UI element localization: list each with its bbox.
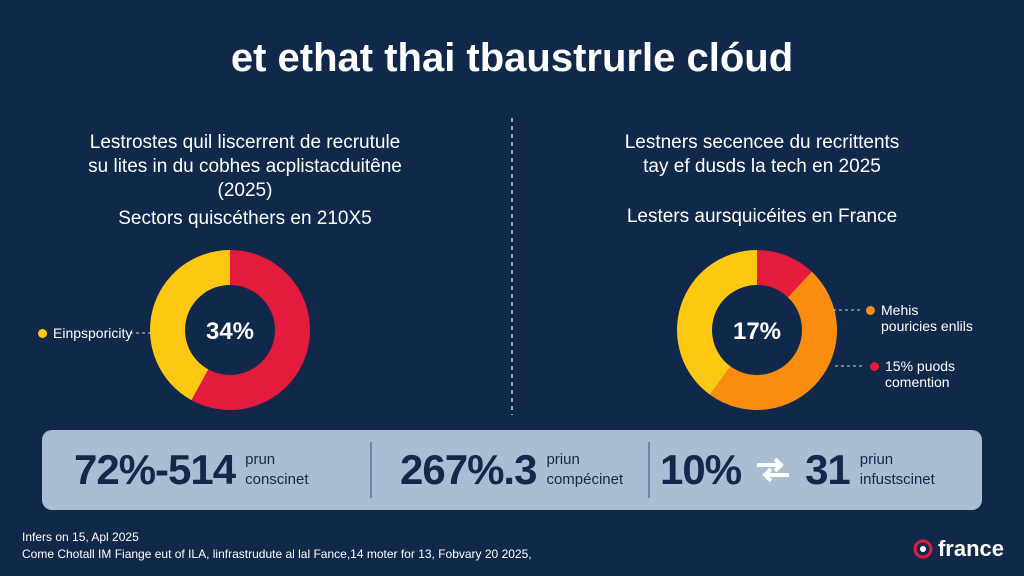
stat-text: prun conscinet [245, 450, 308, 490]
arrow [762, 467, 790, 483]
stat-text: priun infustscinet [860, 450, 935, 490]
donut-slice [191, 250, 311, 410]
stat-line: conscinet [245, 471, 309, 488]
legend-dot [38, 329, 47, 338]
arrow [757, 457, 784, 473]
separator [648, 442, 650, 498]
stat: 72%-514 prun conscinet [74, 430, 309, 510]
stat-value: 31 [805, 446, 851, 493]
stat-value: 72%-514 [74, 446, 236, 493]
legend-label: 15% puods comention [885, 358, 956, 390]
logo-text: france [937, 536, 1004, 561]
caption: Lesters aursquicéites en France [626, 206, 898, 227]
logo-icon [913, 539, 933, 559]
separator [370, 442, 372, 498]
stat: 267%.3 priun compécinet [400, 430, 623, 510]
stat-text: priun compécinet [546, 450, 623, 490]
footer-date: Infers on 15, Apl 2025 [22, 530, 139, 544]
stat-value: 267%.3 [400, 446, 537, 493]
legend-item: Mehis pouricies enlils [866, 302, 976, 334]
subtitle: Lestrostes quil liscerrent de recrutule [89, 132, 401, 153]
arrows-icon [757, 457, 790, 483]
legend-label: Einpsporicity [53, 325, 133, 341]
subtitle: tay ef dusds la tech en 2025 [643, 156, 881, 177]
stat-line: prun [245, 451, 276, 468]
center-label: 34% [206, 318, 254, 345]
caption: Sectors quiscéthers en 210X5 [118, 208, 372, 229]
stat-line: priun [859, 451, 894, 468]
donut-slice [150, 250, 230, 401]
donut-slice [709, 271, 838, 411]
stat-line: infustscinet [859, 471, 935, 488]
logo: france [912, 536, 1004, 562]
page-title: et ethat thai tbaustrurle clóud [230, 36, 794, 80]
footer-source: Come Chotall IM Fiange eut of ILA, linfr… [22, 547, 532, 561]
subtitle: su lites in du cobhes acplistacduitêne [88, 156, 402, 177]
subtitle: (2025) [217, 180, 273, 201]
stats-bar: 72%-514 prun conscinet 267%.3 priun compécine… [42, 430, 982, 510]
stat-value: 10% [660, 446, 742, 493]
legend-label: Mehis pouricies enlils [881, 302, 973, 334]
center-label: 17% [733, 318, 781, 345]
legend-dot [870, 362, 879, 371]
legend-item: Einpsporicity [38, 325, 132, 341]
subtitle: Lestners secencee du recrittents [624, 132, 900, 153]
stat-line: compécinet [546, 471, 624, 488]
legend-dot [866, 306, 875, 315]
legend-item: 15% puods comention [870, 358, 980, 390]
stat-line: priun [546, 451, 580, 468]
donut-slice [677, 250, 757, 395]
donut-slice [757, 250, 812, 298]
stat: 10% 31 priun infustscinet [660, 430, 935, 510]
